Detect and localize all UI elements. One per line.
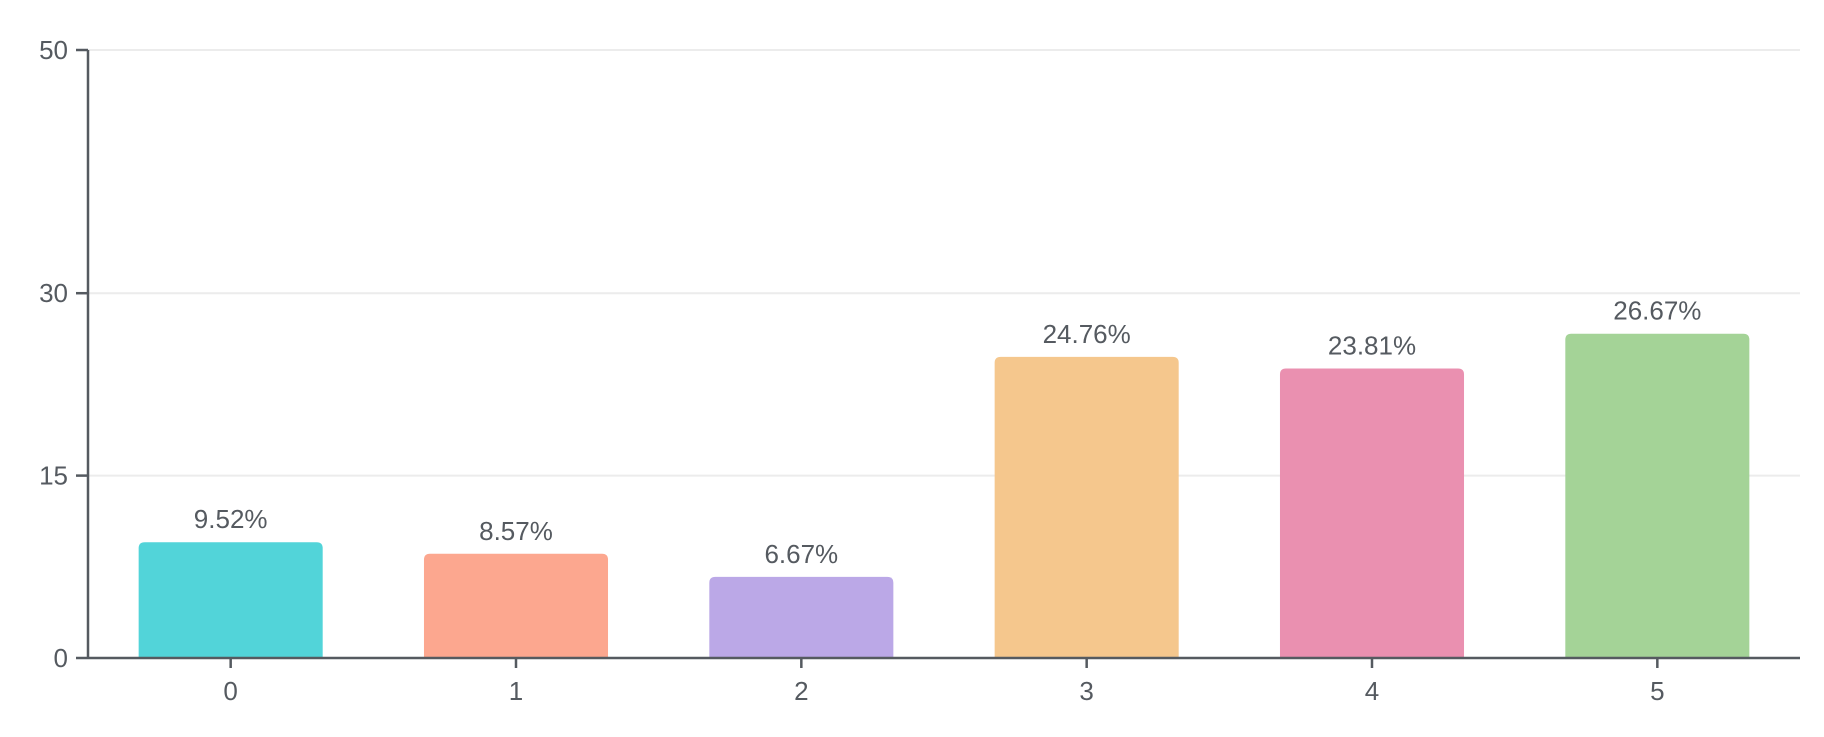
x-tick-label: 2 (794, 676, 808, 706)
data-labels: 9.52% 8.57% 6.67% 24.76% 23.81% 26.67% (194, 296, 1702, 569)
data-label: 23.81% (1328, 330, 1416, 360)
x-tick-label: 3 (1079, 676, 1093, 706)
bar-1[interactable] (423, 553, 609, 658)
data-label: 9.52% (194, 504, 268, 534)
y-tick-label: 30 (39, 278, 68, 308)
data-label: 6.67% (764, 539, 838, 569)
y-tick-label: 0 (54, 643, 68, 673)
bar-0[interactable] (138, 542, 323, 658)
bar-2[interactable] (709, 576, 894, 658)
axes: 0 15 30 50 0 1 2 3 4 5 (39, 35, 1800, 706)
x-tick-label: 5 (1650, 676, 1664, 706)
y-tick-label: 15 (39, 461, 68, 491)
bar-5[interactable] (1565, 333, 1750, 658)
bar-3[interactable] (994, 356, 1179, 658)
data-label: 26.67% (1613, 296, 1701, 326)
data-label: 24.76% (1043, 319, 1131, 349)
bars (138, 333, 1750, 658)
y-tick-label: 50 (39, 35, 68, 65)
data-label: 8.57% (479, 516, 553, 546)
x-tick-label: 0 (223, 676, 237, 706)
x-tick-label: 1 (509, 676, 523, 706)
grid-lines (88, 49, 1800, 477)
x-tick-label: 4 (1365, 676, 1379, 706)
bar-4[interactable] (1279, 368, 1465, 658)
